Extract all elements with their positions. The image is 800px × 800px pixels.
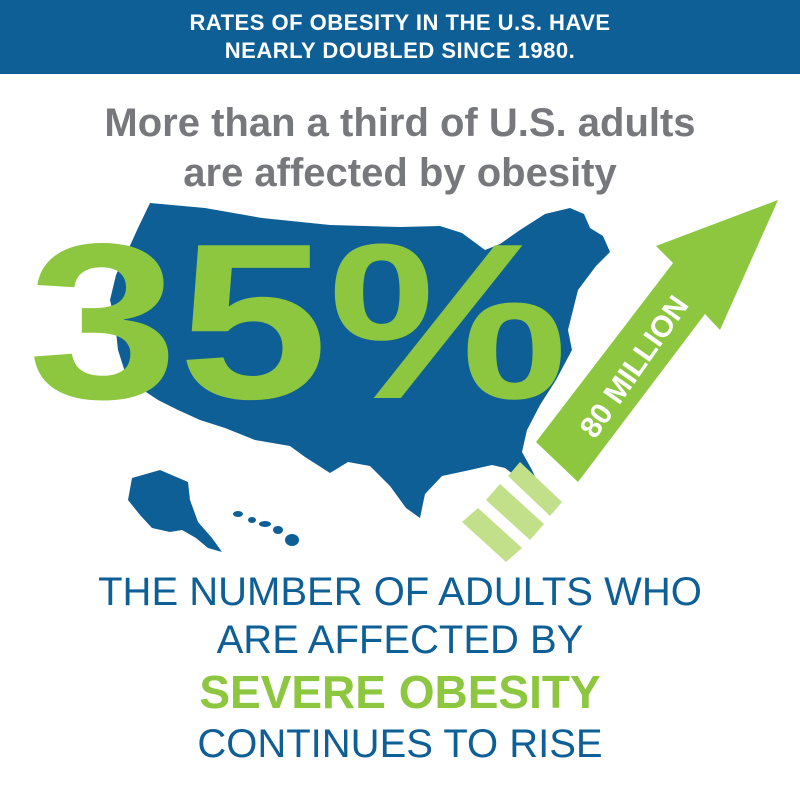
bottom-line-2: ARE AFFECTED BY xyxy=(216,618,584,662)
big-stat: 35% xyxy=(28,198,568,446)
banner-line-1: RATES OF OBESITY IN THE U.S. HAVE xyxy=(189,10,611,35)
subhead-line-1: More than a third of U.S. adults xyxy=(104,101,696,145)
bottom-message: THE NUMBER OF ADULTS WHO ARE AFFECTED BY… xyxy=(0,568,800,768)
hawaii-icon xyxy=(233,511,299,546)
rising-arrow-icon xyxy=(462,200,778,562)
us-map-icon xyxy=(110,203,610,518)
subheading: More than a third of U.S. adults are aff… xyxy=(0,98,800,198)
top-banner: RATES OF OBESITY IN THE U.S. HAVE NEARLY… xyxy=(0,0,800,74)
bottom-line-1: THE NUMBER OF ADULTS WHO xyxy=(98,570,702,614)
bottom-line-3: CONTINUES TO RISE xyxy=(197,722,603,766)
banner-line-2: NEARLY DOUBLED SINCE 1980. xyxy=(224,38,576,63)
alaska-icon xyxy=(128,470,222,552)
subhead-line-2: are affected by obesity xyxy=(183,151,617,195)
arrow-label: 80 MILLION xyxy=(574,290,696,444)
highlight-severe-obesity: SEVERE OBESITY xyxy=(199,666,601,718)
